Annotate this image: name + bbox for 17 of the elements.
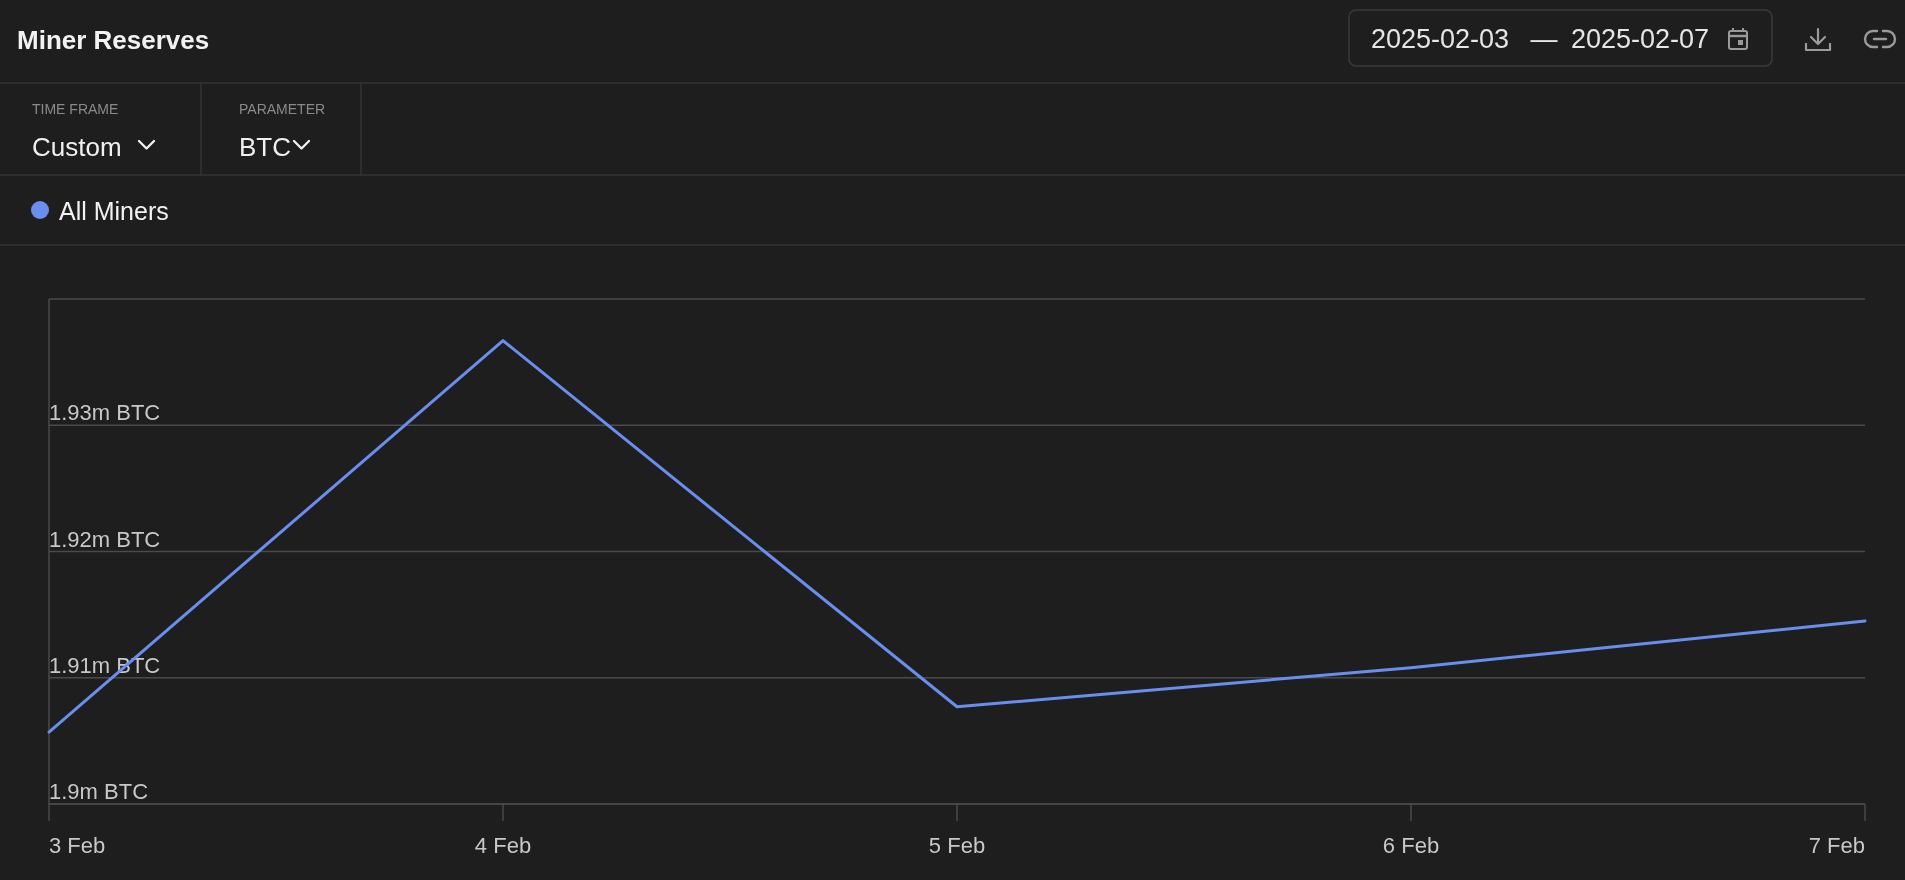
x-tick-label: 5 Feb <box>928 833 986 858</box>
legend-label: All Miners <box>59 197 169 225</box>
x-tick-label: 3 Feb <box>49 833 106 858</box>
x-tick-label: 4 Feb <box>474 833 532 858</box>
text: TIME FRAME <box>32 101 119 117</box>
text: PARAMETER <box>239 101 326 117</box>
y-tick-label: 1.92m BTC <box>49 526 161 552</box>
text: 2025-02-03 <box>1371 24 1510 54</box>
x-tick-label: 7 Feb <box>1808 833 1865 858</box>
x-tick-label: 6 Feb <box>1382 833 1440 858</box>
text: BTC <box>239 132 291 162</box>
y-tick-label: 1.9m BTC <box>49 779 149 804</box>
chart-title: Miner Reserves <box>17 25 210 55</box>
text: 2025-02-07 <box>1571 24 1710 54</box>
text: — <box>1530 24 1558 54</box>
text: Custom <box>32 132 122 162</box>
y-tick-label: 1.93m BTC <box>49 400 161 426</box>
